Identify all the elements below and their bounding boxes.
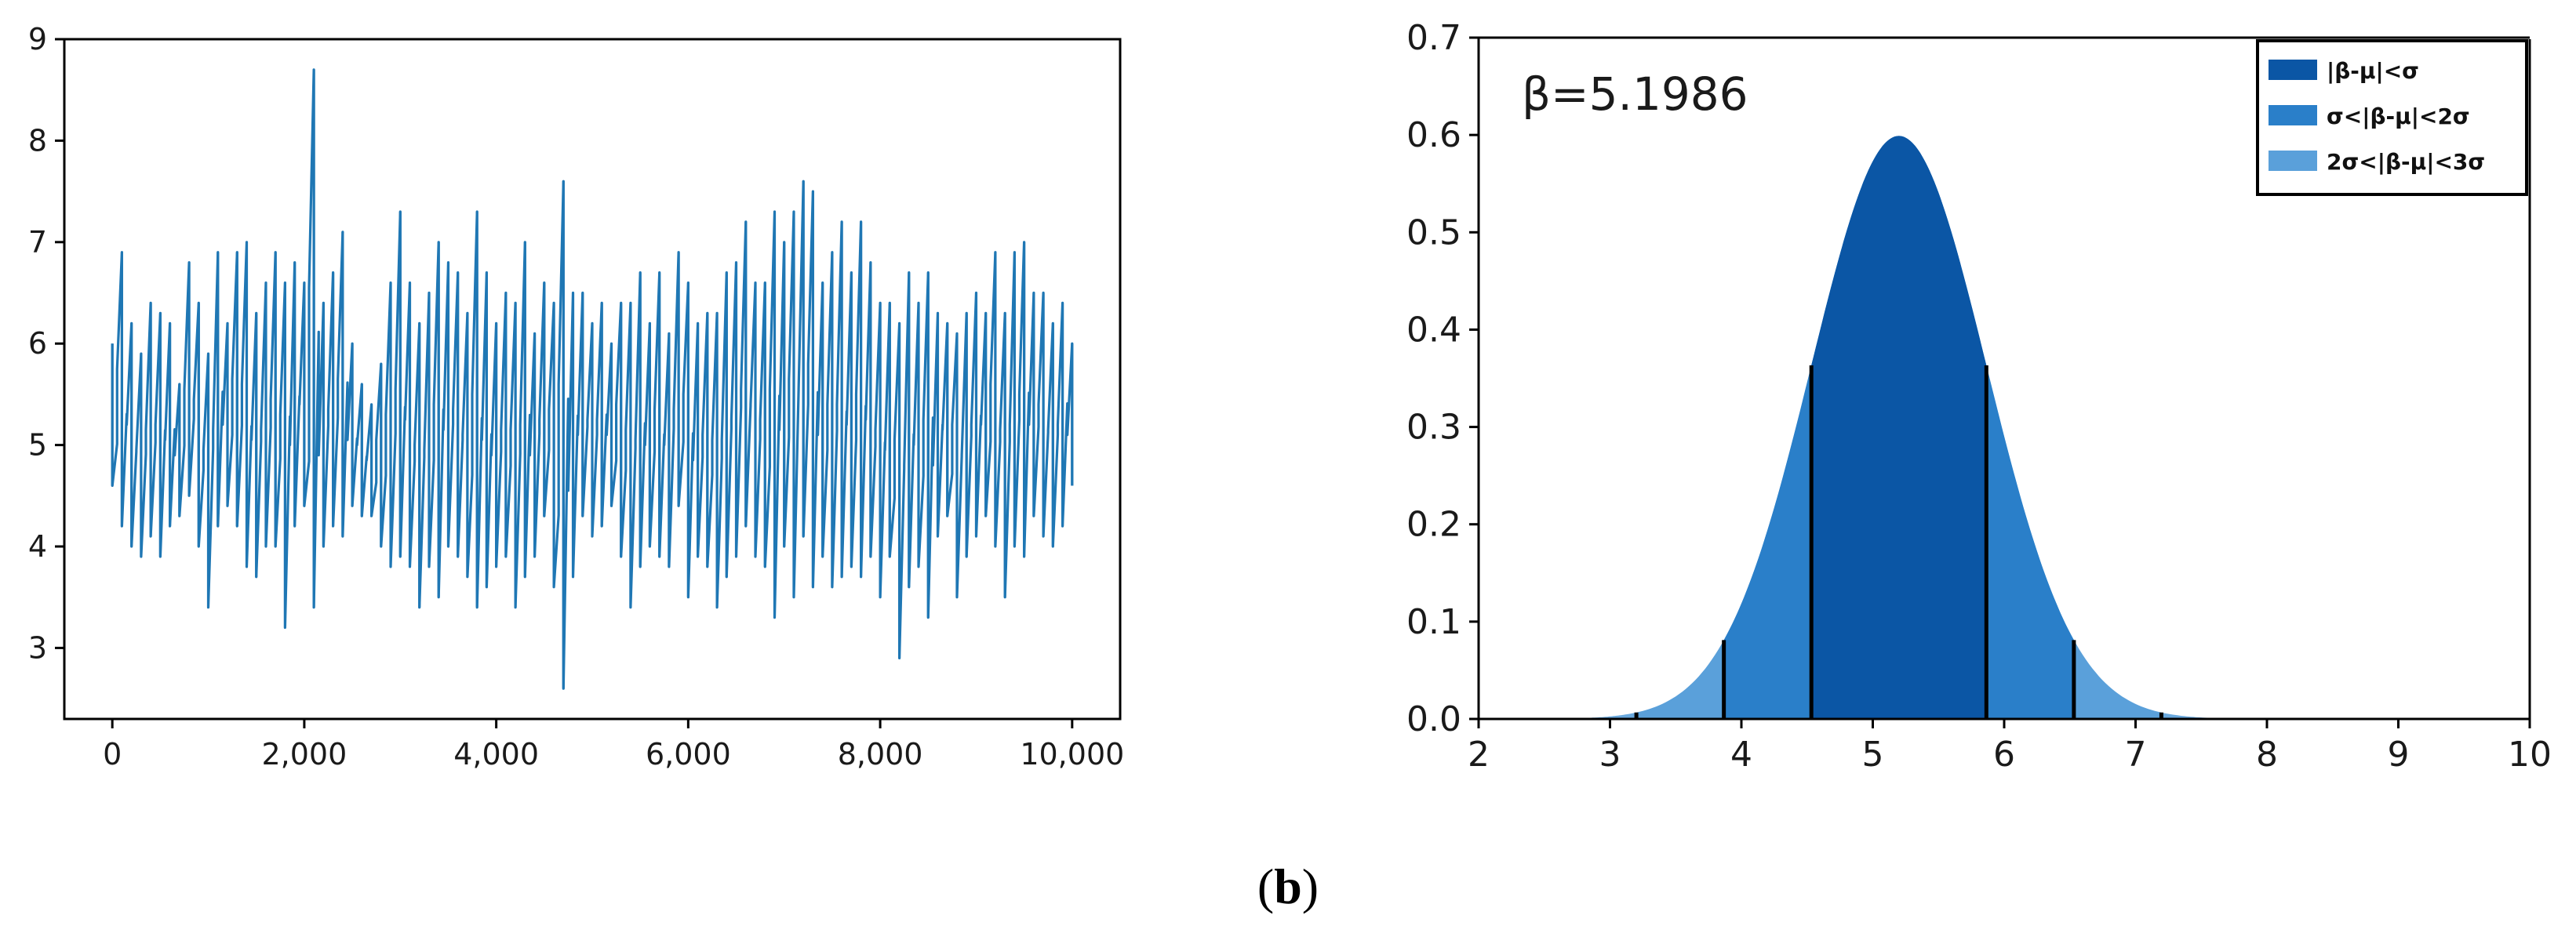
density-chart: 0.0 0.1 0.2 0.3 0.4 0.5 0.6 0.7 2 3 4 5 6 7 8 9 10 β=5.…: [1406, 18, 2552, 775]
trace-chart: 3 4 5 6 7 8 9 0 2,000 4,000 6,000 8,000 10,000: [28, 22, 1124, 771]
density-y-tick-label: 0.4: [1406, 310, 1461, 350]
density-x-tick-label: 6: [1993, 735, 2015, 775]
density-y-tick-label: 0.0: [1406, 699, 1461, 739]
trace-x-tick-label: 8,000: [838, 737, 923, 771]
density-x-tick-label: 9: [2388, 735, 2410, 775]
legend-swatch: [2269, 151, 2317, 171]
density-y-tick-label: 0.5: [1406, 212, 1461, 252]
legend-label: σ<|β-μ|<2σ: [2327, 103, 2470, 129]
density-x-tick-label: 7: [2125, 735, 2147, 775]
density-y-tick-label: 0.7: [1406, 18, 1461, 58]
beta-annotation: β=5.1986: [1522, 67, 1748, 121]
trace-y-tick-label: 7: [28, 225, 47, 260]
density-x-tick-label: 5: [1862, 735, 1884, 775]
trace-x-tick-label: 0: [103, 737, 122, 771]
legend: |β-μ|<σ σ<|β-μ|<2σ 2σ<|β-μ|<3σ: [2256, 39, 2528, 196]
legend-label: |β-μ|<σ: [2327, 58, 2419, 84]
trace-plot-frame: [63, 38, 1122, 721]
trace-x-tick-label: 10,000: [1020, 737, 1124, 771]
density-band-1: [1811, 136, 1987, 719]
trace-path: [111, 68, 1074, 690]
density-x-tick-label: 8: [2256, 735, 2278, 775]
trace-x-axis: 0 2,000 4,000 6,000 8,000 10,000: [103, 719, 1124, 771]
trace-x-tick-label: 4,000: [453, 737, 539, 771]
legend-label: 2σ<|β-μ|<3σ: [2327, 149, 2485, 175]
legend-swatch: [2269, 105, 2317, 125]
trace-y-tick-label: 5: [28, 428, 47, 463]
trace-y-tick-label: 3: [28, 630, 47, 665]
density-y-tick-label: 0.2: [1406, 505, 1461, 545]
density-y-tick-label: 0.1: [1406, 602, 1461, 642]
density-x-tick-label: 4: [1730, 735, 1752, 775]
density-x-axis: 2 3 4 5 6 7 8 9 10: [1468, 719, 2552, 775]
caption-close: ): [1302, 859, 1319, 914]
caption-open: (: [1257, 859, 1274, 914]
trace-y-tick-label: 9: [28, 22, 47, 56]
density-x-tick-label: 10: [2508, 735, 2552, 775]
trace-x-tick-label: 6,000: [646, 737, 731, 771]
trace-y-tick-label: 4: [28, 529, 47, 564]
density-x-tick-label: 2: [1468, 735, 1490, 775]
density-y-tick-label: 0.3: [1406, 408, 1461, 448]
trace-y-tick-label: 8: [28, 123, 47, 158]
trace-line: [111, 68, 1074, 690]
density-x-tick-label: 3: [1599, 735, 1621, 775]
density-bands: [1479, 136, 2530, 719]
trace-y-axis: 3 4 5 6 7 8 9: [28, 22, 64, 665]
caption: (b): [1257, 859, 1319, 914]
trace-x-tick-label: 2,000: [262, 737, 347, 771]
trace-y-tick-label: 6: [28, 326, 47, 361]
caption-letter: b: [1274, 859, 1302, 914]
density-y-tick-label: 0.6: [1406, 115, 1461, 155]
legend-swatch: [2269, 60, 2317, 80]
density-y-axis: 0.0 0.1 0.2 0.3 0.4 0.5 0.6 0.7: [1406, 18, 1479, 739]
